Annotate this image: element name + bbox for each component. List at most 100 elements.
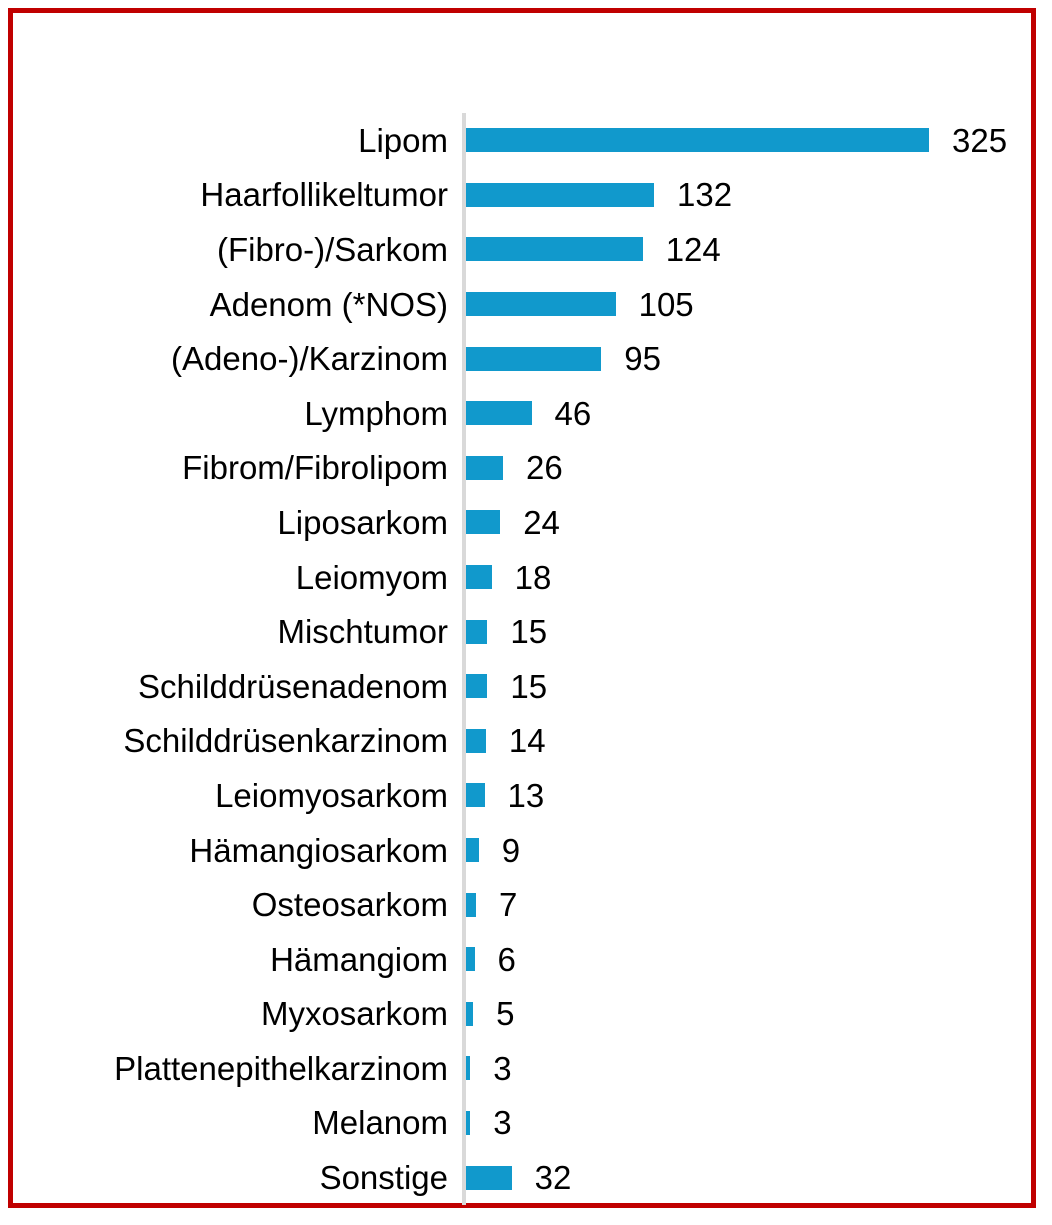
chart-frame-border: Lipom 325 Haarfollikeltumor 132 (Fibro-)/Sar… xyxy=(8,8,1036,1208)
value-label: 132 xyxy=(677,176,733,214)
bar xyxy=(466,1001,474,1026)
category-label: Lymphom xyxy=(304,394,448,432)
bar-row: Melanom 3 xyxy=(13,1095,1052,1151)
bar xyxy=(466,892,476,917)
bar-area: 95 xyxy=(462,331,1052,386)
bar-area: 105 xyxy=(462,276,1052,332)
bar-row: Mischtumor 15 xyxy=(13,604,1052,659)
bar xyxy=(466,455,503,480)
bar xyxy=(466,346,602,371)
bar-row: Leiomyosarkom 13 xyxy=(13,768,1052,823)
bar-row: Adenom (*NOS) 105 xyxy=(13,276,1052,332)
category-label: Schilddrüsenkarzinom xyxy=(123,722,448,760)
bar xyxy=(466,947,475,972)
bar xyxy=(466,565,492,590)
category-label: Leiomyosarkom xyxy=(215,776,448,814)
category-label: Fibrom/Fibrolipom xyxy=(182,449,448,487)
bar-area: 6 xyxy=(462,931,1052,987)
value-label: 3 xyxy=(493,1049,512,1087)
bar-area: 325 xyxy=(462,113,1052,168)
value-label: 32 xyxy=(534,1159,572,1197)
bar-row: Schilddrüsenadenom 15 xyxy=(13,658,1052,714)
category-label: Haarfollikeltumor xyxy=(200,176,448,214)
bar-area: 15 xyxy=(462,658,1052,714)
bar xyxy=(466,619,488,644)
bar xyxy=(466,728,486,753)
value-label: 5 xyxy=(496,995,515,1033)
value-label: 18 xyxy=(514,558,552,596)
bar-row: Leiomyom 18 xyxy=(13,549,1052,605)
bar-rows: Lipom 325 Haarfollikeltumor 132 (Fibro-)/Sar… xyxy=(13,113,1052,1205)
bar-row: Liposarkom 24 xyxy=(13,495,1052,550)
bar-area: 132 xyxy=(462,167,1052,223)
value-label: 24 xyxy=(523,503,560,541)
category-label: Melanom xyxy=(312,1104,448,1142)
category-label: Osteosarkom xyxy=(251,886,448,924)
category-label: Myxosarkom xyxy=(260,995,448,1033)
category-label: Mischtumor xyxy=(277,613,448,651)
value-label: 9 xyxy=(501,831,521,869)
value-label: 7 xyxy=(499,886,518,924)
category-label: (Fibro-)/Sarkom xyxy=(216,230,448,268)
bar xyxy=(466,128,929,153)
bar xyxy=(466,1056,471,1081)
bar-row: Lipom 325 xyxy=(13,113,1052,168)
value-label: 3 xyxy=(493,1104,512,1142)
value-label: 124 xyxy=(665,230,721,268)
bar-row: Osteosarkom 7 xyxy=(13,877,1052,932)
bar-row: Hämangiosarkom 9 xyxy=(13,822,1052,878)
bar-row: Hämangiom 6 xyxy=(13,931,1052,987)
bar xyxy=(466,1110,471,1135)
bar-area: 15 xyxy=(462,604,1052,659)
bar xyxy=(466,292,616,317)
value-label: 105 xyxy=(638,285,694,323)
bar-area: 18 xyxy=(462,549,1052,605)
value-label: 46 xyxy=(554,394,592,432)
value-label: 325 xyxy=(952,121,1008,159)
bar-row: Fibrom/Fibrolipom 26 xyxy=(13,440,1052,496)
bar xyxy=(466,401,532,426)
category-label: Adenom (*NOS) xyxy=(209,285,448,323)
bar xyxy=(466,237,643,262)
category-label: Liposarkom xyxy=(277,503,448,541)
bar-area: 14 xyxy=(462,713,1052,769)
value-label: 95 xyxy=(624,340,662,378)
bar-row: Plattenepithelkarzinom 3 xyxy=(13,1041,1052,1096)
bar xyxy=(466,510,501,535)
value-label: 26 xyxy=(526,449,563,487)
category-label: Leiomyom xyxy=(295,558,448,596)
bar xyxy=(466,838,479,863)
value-label: 14 xyxy=(508,722,546,760)
bar-row: Myxosarkom 5 xyxy=(13,986,1052,1042)
bar-area: 3 xyxy=(462,1041,1052,1096)
value-label: 13 xyxy=(507,776,545,814)
bar xyxy=(466,674,488,699)
category-label: Schilddrüsenadenom xyxy=(137,667,448,705)
bar-area: 9 xyxy=(462,822,1052,878)
bar xyxy=(466,182,654,207)
bar-area: 46 xyxy=(462,385,1052,441)
category-label: Plattenepithelkarzinom xyxy=(114,1049,448,1087)
bar xyxy=(466,783,485,808)
bar xyxy=(466,1165,512,1190)
bar-row: (Adeno-)/Karzinom 95 xyxy=(13,331,1052,386)
bar-row: (Fibro-)/Sarkom 124 xyxy=(13,222,1052,277)
bar-row: Haarfollikeltumor 132 xyxy=(13,167,1052,223)
value-label: 6 xyxy=(497,940,516,978)
bar-chart: Lipom 325 Haarfollikeltumor 132 (Fibro-)/Sar… xyxy=(13,113,1052,1205)
category-label: (Adeno-)/Karzinom xyxy=(171,340,448,378)
bar-row: Lymphom 46 xyxy=(13,385,1052,441)
bar-area: 5 xyxy=(462,986,1052,1042)
bar-row: Schilddrüsenkarzinom 14 xyxy=(13,713,1052,769)
value-label: 15 xyxy=(510,613,548,651)
bar-row: Sonstige 32 xyxy=(13,1150,1052,1205)
bar-area: 3 xyxy=(462,1095,1052,1151)
bar-area: 26 xyxy=(462,440,1052,496)
bar-area: 24 xyxy=(462,495,1052,550)
category-label: Hämangiosarkom xyxy=(189,831,448,869)
category-label: Lipom xyxy=(358,121,448,159)
bar-area: 32 xyxy=(462,1150,1052,1205)
category-label: Sonstige xyxy=(319,1159,448,1197)
category-label: Hämangiom xyxy=(270,940,448,978)
